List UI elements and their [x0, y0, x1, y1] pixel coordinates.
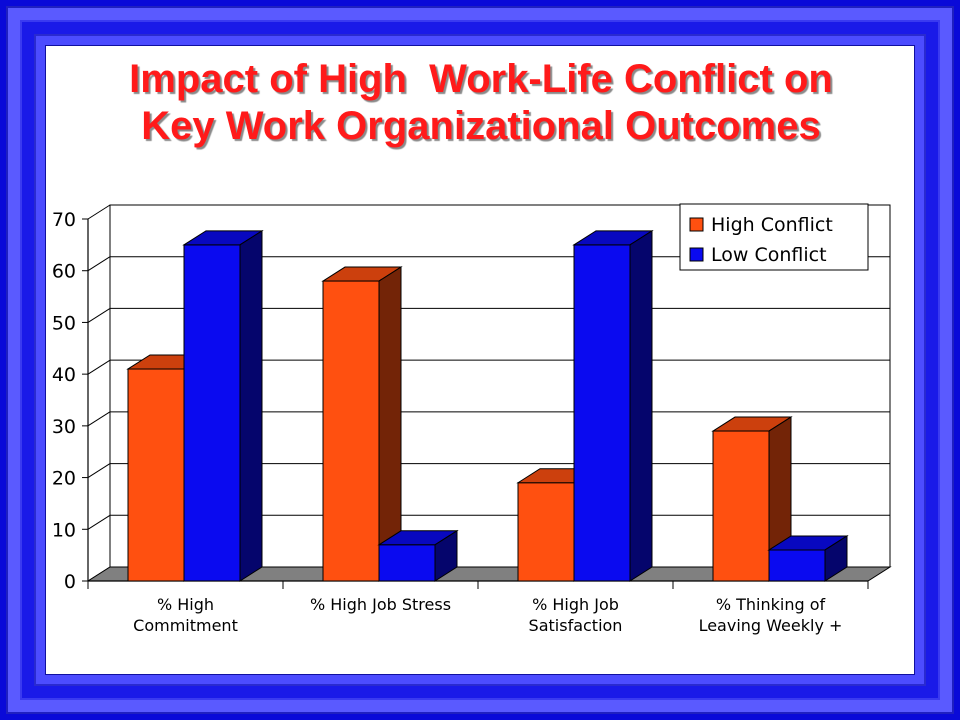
slide-title-line-2: Key Work Organizational Outcomes: [141, 104, 821, 148]
gridline-depth: [87, 411, 111, 427]
y-tick-label: 60: [52, 261, 76, 283]
y-tick-label: 0: [64, 571, 76, 593]
legend-label: High Conflict: [711, 214, 833, 236]
x-category-label: Satisfaction: [529, 616, 623, 635]
gridline-depth: [87, 463, 111, 478]
bar-side: [629, 229, 653, 582]
bar-side: [239, 229, 263, 582]
legend-swatch: [689, 247, 704, 262]
x-category-label: Leaving Weekly +: [699, 616, 843, 635]
bar-front: [127, 368, 185, 582]
gridline-depth: [87, 204, 111, 220]
bar-side: [434, 529, 458, 582]
bar-front: [517, 482, 575, 582]
y-tick-label: 50: [52, 312, 76, 334]
bar-front: [378, 544, 436, 582]
bar-side: [824, 535, 848, 582]
legend-label: Low Conflict: [711, 244, 827, 266]
plot-back-wall: [88, 205, 890, 581]
x-category-label: Commitment: [133, 616, 238, 635]
y-tick-label: 20: [52, 468, 76, 490]
bar-front: [573, 244, 631, 582]
gridline-depth: [87, 308, 111, 323]
bar-front: [712, 430, 770, 582]
gridline-depth: [87, 359, 111, 375]
y-tick-label: 70: [52, 209, 76, 231]
x-category-label: % Thinking of: [716, 595, 826, 614]
y-tick-label: 30: [52, 416, 76, 438]
bar-front: [183, 244, 241, 582]
bar-front: [768, 549, 826, 582]
slide-title: Impact of High Work-Life Conflict on Key…: [46, 56, 916, 150]
gridline-depth: [87, 514, 111, 530]
x-category-label: % High: [157, 595, 214, 614]
legend-swatch: [689, 217, 704, 232]
x-category-label: % High Job: [532, 595, 619, 614]
gridline-depth: [87, 256, 111, 272]
bar-front: [322, 280, 380, 582]
legend-box: [679, 203, 869, 271]
x-category-label: % High Job Stress: [310, 595, 451, 614]
slide-title-line-1: Impact of High Work-Life Conflict on: [129, 57, 833, 101]
y-tick-label: 10: [52, 519, 76, 541]
y-tick-label: 40: [52, 364, 76, 386]
